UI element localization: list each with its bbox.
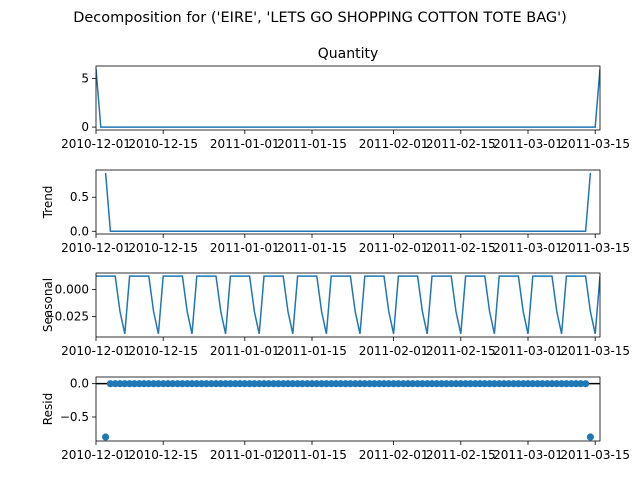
xtick-label: 2011-03-15 bbox=[560, 137, 630, 151]
panel-title: Quantity bbox=[318, 46, 379, 62]
xtick-label: 2011-02-15 bbox=[426, 241, 496, 255]
xtick-label: 2011-02-01 bbox=[359, 344, 429, 358]
xtick-label: 2010-12-01 bbox=[61, 137, 131, 151]
axes-frame bbox=[95, 272, 601, 338]
xtick-label: 2011-02-15 bbox=[426, 344, 496, 358]
plot-area bbox=[104, 172, 592, 233]
ytick-label: 0.0 bbox=[70, 224, 89, 238]
observed-line bbox=[96, 68, 600, 128]
xtick-label: 2011-03-15 bbox=[560, 344, 630, 358]
panel-ylabel: Seasonal bbox=[41, 278, 55, 332]
panel-ylabel: Resid bbox=[41, 393, 55, 425]
xtick-label: 2010-12-01 bbox=[61, 344, 131, 358]
xtick-label: 2011-03-15 bbox=[560, 241, 630, 255]
xtick-label: 2011-02-01 bbox=[359, 448, 429, 462]
xtick-label: 2011-03-15 bbox=[560, 448, 630, 462]
xtick-label: 2010-12-01 bbox=[61, 448, 131, 462]
resid-point bbox=[582, 380, 590, 388]
xtick-label: 2011-03-01 bbox=[493, 344, 563, 358]
xtick-label: 2011-01-01 bbox=[210, 241, 280, 255]
xtick-label: 2010-12-15 bbox=[128, 241, 198, 255]
resid-point bbox=[586, 433, 595, 441]
ytick-label: 0.5 bbox=[70, 190, 89, 204]
xtick-label: 2011-03-01 bbox=[493, 241, 563, 255]
seasonal-line bbox=[96, 275, 600, 334]
xtick-label: 2011-02-01 bbox=[359, 241, 429, 255]
plot-area bbox=[96, 380, 600, 441]
xtick-label: 2011-02-15 bbox=[426, 448, 496, 462]
ytick-label: 0.000 bbox=[55, 282, 89, 296]
xtick-label: 2011-01-15 bbox=[277, 344, 347, 358]
xtick-label: 2010-12-15 bbox=[128, 344, 198, 358]
xtick-label: 2010-12-15 bbox=[128, 137, 198, 151]
axes-frame bbox=[95, 376, 601, 442]
ytick-label: 5 bbox=[81, 72, 89, 86]
xtick-label: 2011-01-01 bbox=[210, 344, 280, 358]
ytick-label: 0.0 bbox=[70, 377, 89, 391]
resid-point bbox=[102, 433, 110, 441]
xtick-label: 2010-12-01 bbox=[61, 241, 131, 255]
xtick-label: 2011-03-01 bbox=[493, 448, 563, 462]
axes-frame bbox=[95, 65, 601, 131]
xtick-label: 2011-02-01 bbox=[359, 137, 429, 151]
xtick-label: 2011-01-01 bbox=[210, 448, 280, 462]
ytick-label: −0.5 bbox=[60, 410, 89, 424]
ytick-label: 0 bbox=[81, 120, 89, 134]
plot-area bbox=[96, 275, 600, 334]
ytick-label: −0.025 bbox=[45, 310, 89, 324]
plot-area bbox=[96, 68, 600, 128]
xtick-label: 2011-01-15 bbox=[277, 241, 347, 255]
xtick-label: 2011-01-15 bbox=[277, 137, 347, 151]
xtick-label: 2011-03-01 bbox=[493, 137, 563, 151]
xtick-label: 2011-02-15 bbox=[426, 137, 496, 151]
figure-suptitle: Decomposition for ('EIRE', 'LETS GO SHOP… bbox=[73, 10, 567, 26]
panel-ylabel: Trend bbox=[41, 186, 55, 220]
axes-frame bbox=[95, 169, 601, 235]
xtick-label: 2010-12-15 bbox=[128, 448, 198, 462]
trend-line bbox=[104, 172, 592, 233]
xtick-label: 2011-01-15 bbox=[277, 448, 347, 462]
xtick-label: 2011-01-01 bbox=[210, 137, 280, 151]
